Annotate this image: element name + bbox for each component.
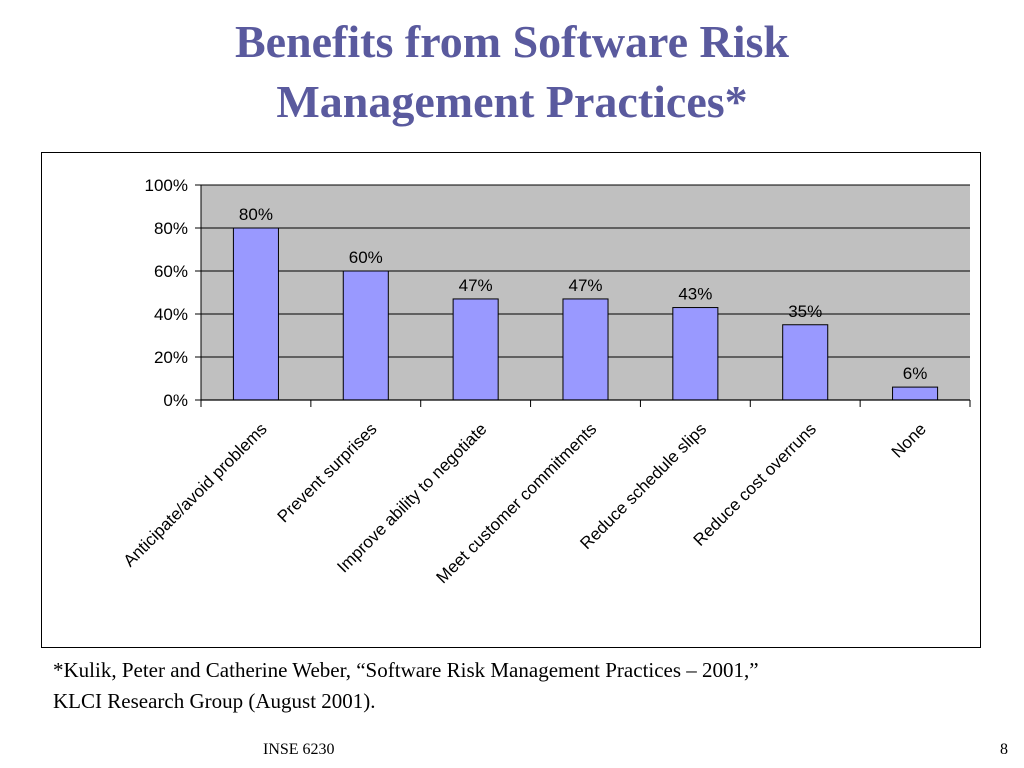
bar <box>232 227 279 401</box>
y-tick-label: 40% <box>154 305 188 324</box>
bar <box>452 298 499 401</box>
bar <box>562 298 609 401</box>
data-label: 47% <box>568 276 602 295</box>
chart-frame: 0% 20% 40% 60% 80% 100% 80% Anticipate/avoid pr… <box>41 152 981 648</box>
slide-title-line2: Management Practices* <box>276 76 748 127</box>
page-number: 8 <box>1000 741 1008 758</box>
footer-course: INSE 6230 <box>263 741 335 758</box>
y-tick-label: 0% <box>163 391 188 410</box>
data-label: 47% <box>459 276 493 295</box>
bar <box>782 324 829 401</box>
y-tick-label: 20% <box>154 348 188 367</box>
category-label: Prevent surprises <box>274 419 381 526</box>
data-label: 43% <box>678 285 712 304</box>
data-label: 6% <box>903 364 928 383</box>
data-label: 80% <box>239 205 273 224</box>
bar <box>342 270 389 401</box>
bar-chart: 0% 20% 40% 60% 80% 100% 80% Anticipate/avoid pr… <box>120 176 971 587</box>
footnote-line2: KLCI Research Group (August 2001). <box>53 689 376 713</box>
data-label: 35% <box>788 302 822 321</box>
slide-title-line1: Benefits from Software Risk <box>234 16 790 67</box>
category-label: Reduce cost overruns <box>690 419 820 549</box>
bar <box>672 307 719 401</box>
footnote-line1: *Kulik, Peter and Catherine Weber, “Soft… <box>53 658 759 682</box>
category-label: Reduce schedule slips <box>576 419 710 553</box>
y-tick-label: 60% <box>154 262 188 281</box>
y-tick-label: 100% <box>145 176 188 195</box>
y-tick-label: 80% <box>154 219 188 238</box>
slide-title: Benefits from Software Risk Management P… <box>0 12 1024 132</box>
bar <box>892 386 939 401</box>
category-label: None <box>888 419 930 461</box>
category-label: Anticipate/avoid problems <box>120 419 271 570</box>
data-label: 60% <box>349 248 383 267</box>
footnote: *Kulik, Peter and Catherine Weber, “Soft… <box>53 655 993 717</box>
